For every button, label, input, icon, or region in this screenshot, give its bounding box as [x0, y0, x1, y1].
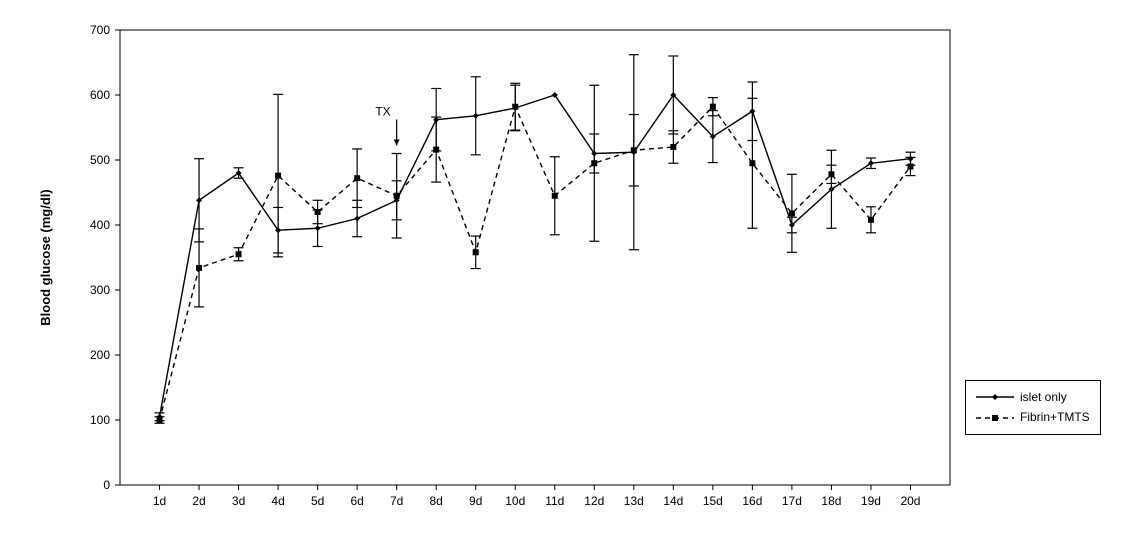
y-tick-label: 600	[90, 88, 110, 102]
x-tick-label: 11d	[545, 494, 564, 508]
y-tick-label: 200	[90, 348, 110, 362]
legend-label: islet only	[1020, 387, 1067, 407]
x-tick-label: 14d	[663, 494, 683, 508]
series-marker	[907, 164, 913, 170]
x-tick-label: 10d	[505, 494, 525, 508]
legend: islet onlyFibrin+TMTS	[965, 380, 1101, 435]
x-tick-label: 7d	[390, 494, 403, 508]
x-tick-label: 12d	[584, 494, 604, 508]
x-tick-label: 15d	[703, 494, 723, 508]
x-tick-label: 1d	[153, 494, 166, 508]
y-tick-label: 400	[90, 218, 110, 232]
legend-item: Fibrin+TMTS	[976, 407, 1090, 427]
series-marker	[433, 147, 439, 153]
series-marker	[275, 173, 281, 179]
x-tick-label: 2d	[192, 494, 205, 508]
y-axis-label: Blood glucose (mg/dl)	[38, 189, 53, 326]
annotation-label: TX	[375, 105, 390, 119]
legend-label: Fibrin+TMTS	[1020, 407, 1090, 427]
y-tick-label: 100	[90, 413, 110, 427]
series-marker	[749, 160, 755, 166]
y-tick-label: 0	[103, 478, 110, 492]
legend-item: islet only	[976, 387, 1090, 407]
x-tick-label: 4d	[271, 494, 284, 508]
legend-swatch	[976, 390, 1014, 404]
series-marker	[354, 175, 360, 181]
chart-container: 0 100 200 300 400 500 600 700 Blood glucose (mg/…	[0, 0, 1121, 551]
x-tick-label: 6d	[350, 494, 363, 508]
x-tick-label: 5d	[311, 494, 324, 508]
series-marker	[828, 171, 834, 177]
series-marker	[670, 144, 676, 150]
series-marker	[157, 417, 163, 423]
x-tick-label: 16d	[742, 494, 762, 508]
y-tick-label: 700	[90, 23, 110, 37]
y-tick-label: 500	[90, 153, 110, 167]
series-marker	[552, 193, 558, 199]
series-marker	[315, 209, 321, 215]
x-tick-label: 13d	[624, 494, 644, 508]
chart-svg: 0 100 200 300 400 500 600 700 Blood glucose (mg/…	[0, 0, 1121, 551]
x-tick-label: 20d	[900, 494, 920, 508]
series-marker	[236, 251, 242, 257]
series-marker	[631, 147, 637, 153]
series-marker	[473, 249, 479, 255]
series-marker	[789, 210, 795, 216]
legend-swatch	[976, 411, 1014, 425]
x-tick-label: 3d	[232, 494, 245, 508]
series-marker	[196, 265, 202, 271]
x-tick-label: 18d	[821, 494, 841, 508]
x-tick-label: 8d	[430, 494, 443, 508]
series-marker	[512, 104, 518, 110]
x-tick-label: 19d	[861, 494, 881, 508]
x-tick-label: 9d	[469, 494, 482, 508]
series-marker	[591, 160, 597, 166]
x-tick-label: 17d	[782, 494, 802, 508]
series-marker	[868, 217, 874, 223]
series-marker	[394, 193, 400, 199]
y-tick-label: 300	[90, 283, 110, 297]
series-marker	[710, 104, 716, 110]
